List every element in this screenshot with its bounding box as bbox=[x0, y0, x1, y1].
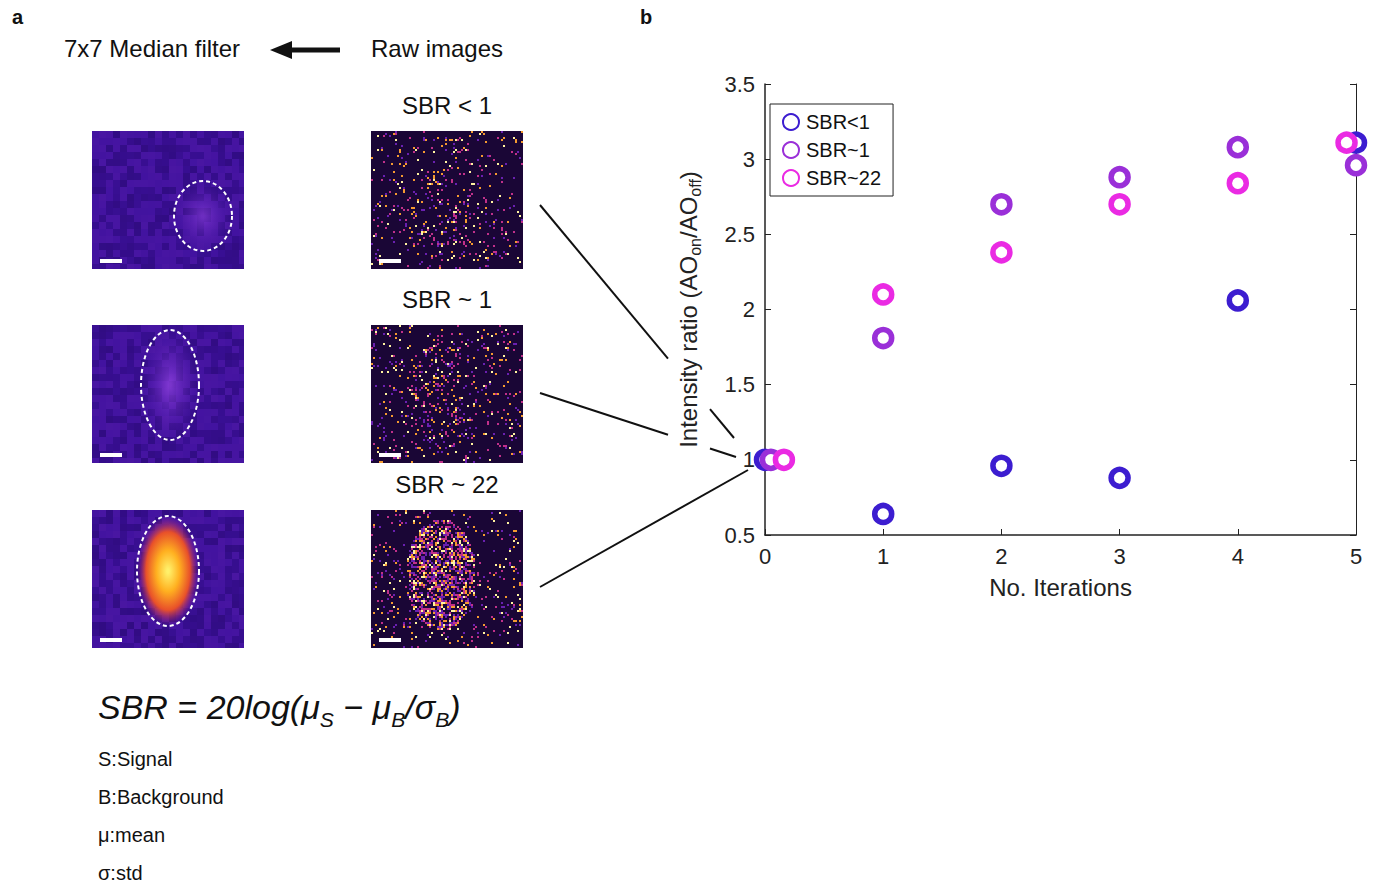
html-text:SBR < 1: SBR < 1 bbox=[402, 92, 492, 119]
svg-text:SBR<1: SBR<1 bbox=[806, 111, 870, 133]
svg-text:4: 4 bbox=[1232, 544, 1244, 569]
svg-text:0: 0 bbox=[759, 544, 771, 569]
html-text:7x7 Median filter: 7x7 Median filter bbox=[64, 35, 241, 62]
svg-text:3: 3 bbox=[743, 147, 755, 172]
html-text:SBR ~ 22: SBR ~ 22 bbox=[395, 471, 499, 498]
svg-text:2.5: 2.5 bbox=[724, 222, 755, 247]
svg-text:No. Iterations: No. Iterations bbox=[989, 574, 1132, 601]
svg-text:1: 1 bbox=[743, 447, 755, 472]
svg-text:/AO: /AO bbox=[675, 197, 702, 238]
html-text:μ:mean: μ:mean bbox=[98, 824, 166, 846]
html-text:SBR ~ 1: SBR ~ 1 bbox=[402, 286, 492, 313]
html-text:B:Background: B:Background bbox=[98, 786, 224, 808]
svg-text:1.5: 1.5 bbox=[724, 372, 755, 397]
svg-text:1: 1 bbox=[877, 544, 889, 569]
svg-text:5: 5 bbox=[1350, 544, 1362, 569]
svg-text:3: 3 bbox=[1113, 544, 1125, 569]
html-text:SBR = 20log(μS− μB/σB): SBR = 20log(μS− μB/σB) bbox=[98, 688, 461, 731]
svg-text:SBR~1: SBR~1 bbox=[806, 139, 870, 161]
svg-text:off: off bbox=[687, 179, 704, 197]
html-text:a: a bbox=[12, 6, 24, 28]
svg-text:): ) bbox=[675, 171, 702, 179]
svg-text:3.5: 3.5 bbox=[724, 72, 755, 97]
svg-text:on: on bbox=[687, 238, 704, 256]
svg-text:2: 2 bbox=[995, 544, 1007, 569]
html-text:b: b bbox=[640, 6, 653, 28]
html-text:S:Signal: S:Signal bbox=[98, 748, 173, 770]
html-text:σ:std: σ:std bbox=[98, 862, 143, 884]
svg-text:2: 2 bbox=[743, 297, 755, 322]
svg-text:SBR~22: SBR~22 bbox=[806, 167, 881, 189]
html-text:Raw images: Raw images bbox=[371, 35, 503, 62]
svg-text:Intensity ratio (AO: Intensity ratio (AO bbox=[675, 256, 702, 448]
svg-text:0.5: 0.5 bbox=[724, 523, 755, 548]
